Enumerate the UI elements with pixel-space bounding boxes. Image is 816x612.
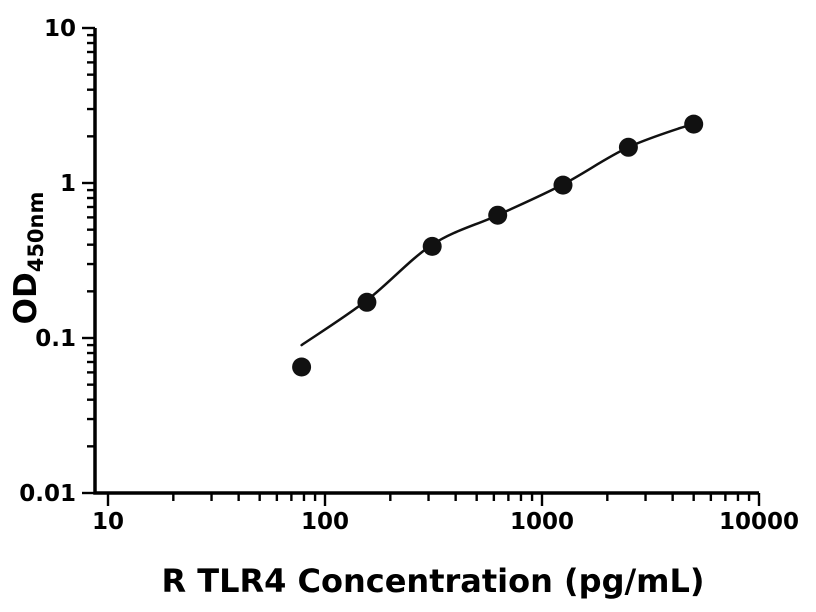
x-axis-title: R TLR4 Concentration (pg/mL) [161, 562, 704, 600]
x-tick-label: 1000 [510, 509, 574, 535]
chart-generated-layer: 10 100 1000 10000 0.01 0.1 1 10 [19, 16, 799, 535]
x-tick-label: 10 [92, 509, 124, 535]
x-tick-label: 100 [301, 509, 349, 535]
data-point [422, 236, 442, 256]
data-point [684, 114, 704, 134]
data-point [357, 292, 377, 312]
data-point [553, 175, 573, 195]
fit-curve [300, 122, 695, 347]
data-point [488, 205, 508, 225]
x-tick-label: 10000 [719, 509, 799, 535]
y-axis-title-subscript: 450nm [24, 192, 48, 273]
y-axis-title-main: OD [8, 272, 44, 324]
data-point [618, 137, 638, 157]
y-axis-title: OD450nm [8, 192, 48, 325]
y-tick-label: 0.01 [19, 481, 76, 507]
axis-lines [93, 28, 759, 495]
y-tick-label: 10 [44, 16, 76, 42]
data-point [292, 357, 312, 377]
y-tick-label: 0.1 [35, 326, 76, 352]
y-tick-label: 1 [60, 171, 76, 197]
